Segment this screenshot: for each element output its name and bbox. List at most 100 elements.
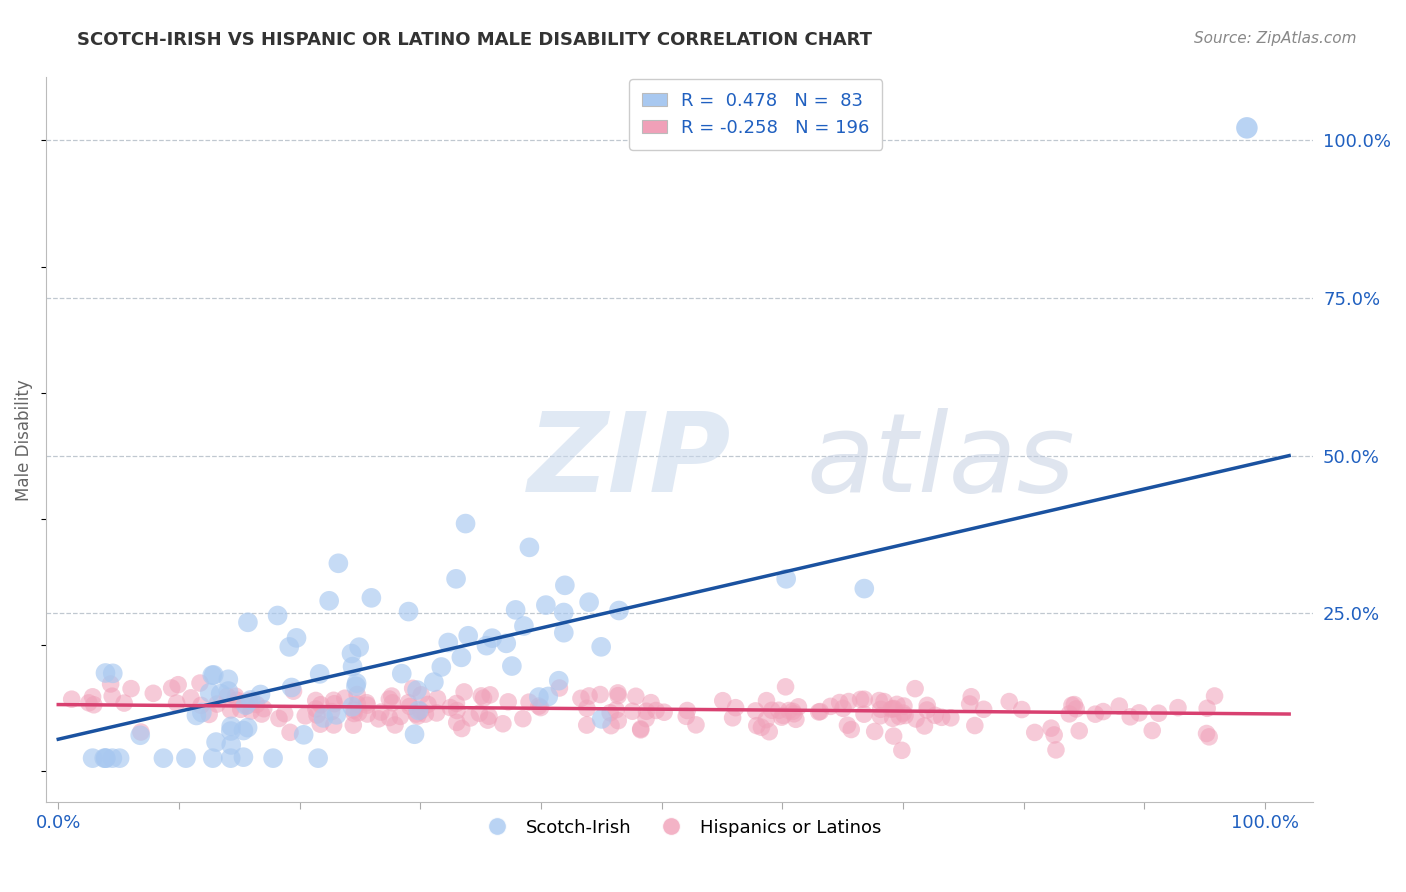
Point <box>340 647 363 661</box>
Point <box>378 710 401 724</box>
Point <box>636 712 658 726</box>
Point <box>101 666 124 681</box>
Point <box>652 705 675 719</box>
Point <box>391 666 413 681</box>
Point <box>406 709 429 723</box>
Point <box>249 688 271 702</box>
Point <box>1167 700 1189 714</box>
Text: SCOTCH-IRISH VS HISPANIC OR LATINO MALE DISABILITY CORRELATION CHART: SCOTCH-IRISH VS HISPANIC OR LATINO MALE … <box>77 31 872 49</box>
Point <box>219 719 242 733</box>
Point <box>863 724 886 739</box>
Point <box>239 693 262 707</box>
Point <box>468 706 491 721</box>
Point <box>1092 705 1115 719</box>
Point <box>873 694 896 708</box>
Point <box>266 608 288 623</box>
Point <box>959 697 981 711</box>
Point <box>318 594 340 608</box>
Point <box>198 707 221 722</box>
Point <box>398 699 420 714</box>
Point <box>630 722 652 736</box>
Point <box>423 675 446 690</box>
Point <box>370 705 392 719</box>
Point <box>60 692 83 706</box>
Point <box>411 688 433 702</box>
Point <box>853 707 876 722</box>
Point <box>554 578 576 592</box>
Point <box>202 668 225 682</box>
Point <box>478 709 501 723</box>
Point <box>553 625 575 640</box>
Point <box>1045 743 1067 757</box>
Point <box>890 743 912 757</box>
Point <box>548 681 571 695</box>
Y-axis label: Male Disability: Male Disability <box>15 379 32 500</box>
Point <box>470 689 492 703</box>
Point <box>1147 706 1170 721</box>
Point <box>527 699 550 714</box>
Point <box>401 681 423 696</box>
Point <box>333 691 356 706</box>
Point <box>1142 723 1164 738</box>
Point <box>101 689 124 703</box>
Point <box>832 701 855 715</box>
Point <box>828 696 851 710</box>
Point <box>607 714 630 728</box>
Point <box>869 702 891 716</box>
Point <box>225 693 247 707</box>
Point <box>1060 698 1083 713</box>
Point <box>787 699 810 714</box>
Point <box>1024 725 1046 739</box>
Point <box>246 698 269 712</box>
Point <box>882 702 904 716</box>
Point <box>998 695 1021 709</box>
Point <box>676 704 699 718</box>
Point <box>160 681 183 695</box>
Point <box>273 706 295 721</box>
Text: atlas: atlas <box>807 409 1076 515</box>
Point <box>342 699 364 714</box>
Point <box>232 723 254 738</box>
Point <box>630 723 652 737</box>
Point <box>553 606 575 620</box>
Point <box>198 686 221 700</box>
Point <box>343 703 366 717</box>
Point <box>267 711 290 725</box>
Point <box>209 687 232 701</box>
Point <box>398 605 420 619</box>
Point <box>685 718 707 732</box>
Point <box>305 708 328 723</box>
Point <box>166 696 188 710</box>
Point <box>569 691 592 706</box>
Point <box>963 718 986 732</box>
Point <box>152 751 174 765</box>
Point <box>1236 120 1258 135</box>
Point <box>82 751 104 765</box>
Point <box>356 696 378 710</box>
Point <box>457 629 479 643</box>
Point <box>1069 723 1091 738</box>
Point <box>426 691 449 706</box>
Point <box>904 712 927 726</box>
Point <box>1059 706 1081 721</box>
Point <box>415 707 437 722</box>
Point <box>236 721 259 735</box>
Point <box>309 717 332 731</box>
Point <box>782 704 804 718</box>
Point <box>367 712 389 726</box>
Point <box>1119 710 1142 724</box>
Point <box>450 722 472 736</box>
Point <box>578 595 600 609</box>
Point <box>600 719 623 733</box>
Point <box>389 709 412 723</box>
Point <box>477 713 499 727</box>
Point <box>711 694 734 708</box>
Point <box>342 659 364 673</box>
Point <box>321 705 343 719</box>
Point <box>346 676 368 690</box>
Point <box>112 696 135 710</box>
Point <box>492 716 515 731</box>
Point <box>285 631 308 645</box>
Point <box>783 706 806 721</box>
Point <box>758 724 780 739</box>
